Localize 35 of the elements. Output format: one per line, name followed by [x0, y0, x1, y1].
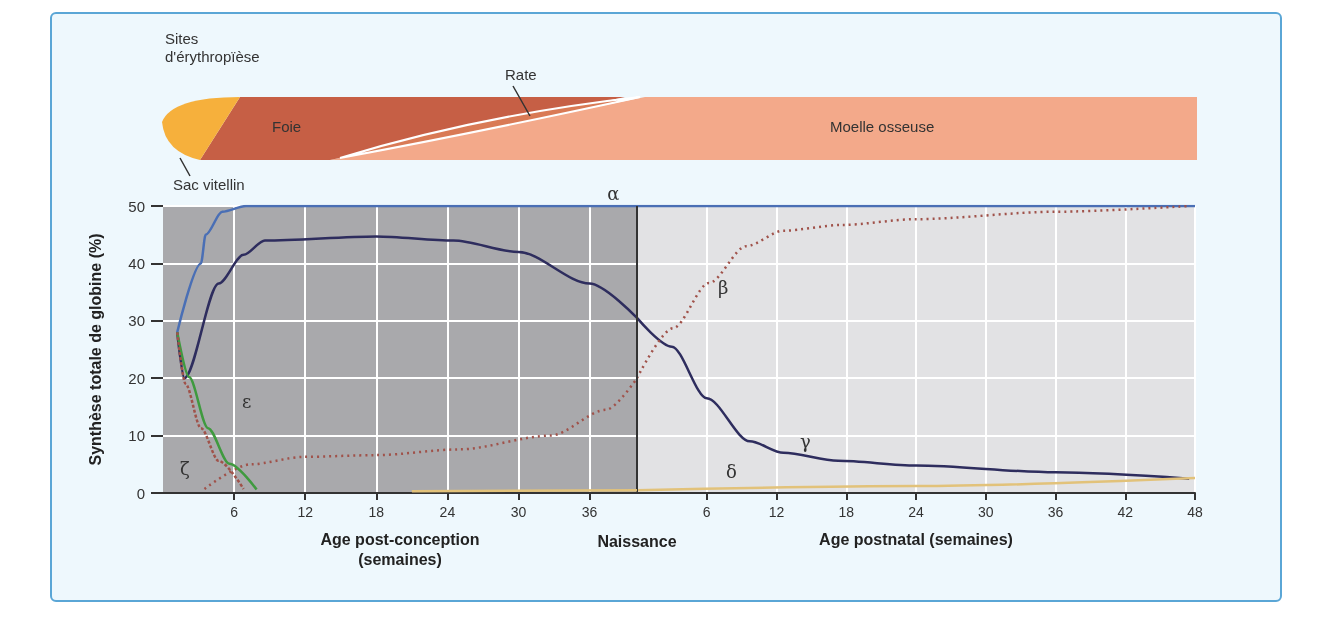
text: Foie — [272, 118, 303, 136]
x-tick-label: 30 — [977, 504, 994, 520]
x-axis-title: Age postnatal (semaines) — [818, 530, 1014, 550]
x-tick-label: 18 — [838, 504, 855, 520]
annotation: ε — [242, 391, 252, 413]
y-tick-label: 20 — [128, 369, 145, 387]
x-tick-label: 36 — [581, 504, 598, 520]
annotation: δ — [726, 461, 737, 483]
y-tick-label: 30 — [128, 312, 145, 330]
x-tick-label: 30 — [510, 504, 527, 520]
x-tick-label: 24 — [439, 504, 456, 520]
y-tick-label: 50 — [128, 197, 145, 215]
x-tick-label: 48 — [1187, 504, 1203, 520]
ref-line-label: Naissance — [596, 532, 678, 552]
text: Moelle osseuse — [830, 118, 936, 136]
text: Sites d'érythropïèse — [165, 30, 261, 66]
x-tick-label: 12 — [768, 504, 785, 520]
y-tick-label: 40 — [128, 254, 145, 272]
x-axis-title: Age post-conception (semaines) — [319, 530, 481, 570]
annotation: β — [718, 277, 729, 299]
x-tick-label: 12 — [297, 504, 314, 520]
x-tick-label: 6 — [230, 504, 239, 520]
x-tick-label: 42 — [1117, 504, 1134, 520]
text: Sac vitellin — [173, 176, 246, 194]
y-tick-label: 0 — [136, 484, 145, 502]
x-tick-label: 6 — [702, 504, 711, 520]
x-tick-label: 18 — [368, 504, 385, 520]
annotation: γ — [800, 431, 811, 453]
text: Rate — [505, 66, 538, 84]
y-axis-title: Synthèse totale de globine (%) — [86, 233, 104, 466]
x-tick-label: 24 — [908, 504, 924, 520]
x-tick-label: 36 — [1047, 504, 1064, 520]
y-tick-label: 10 — [128, 427, 145, 445]
annotation: ζ — [180, 458, 190, 480]
annotation: α — [607, 182, 620, 204]
